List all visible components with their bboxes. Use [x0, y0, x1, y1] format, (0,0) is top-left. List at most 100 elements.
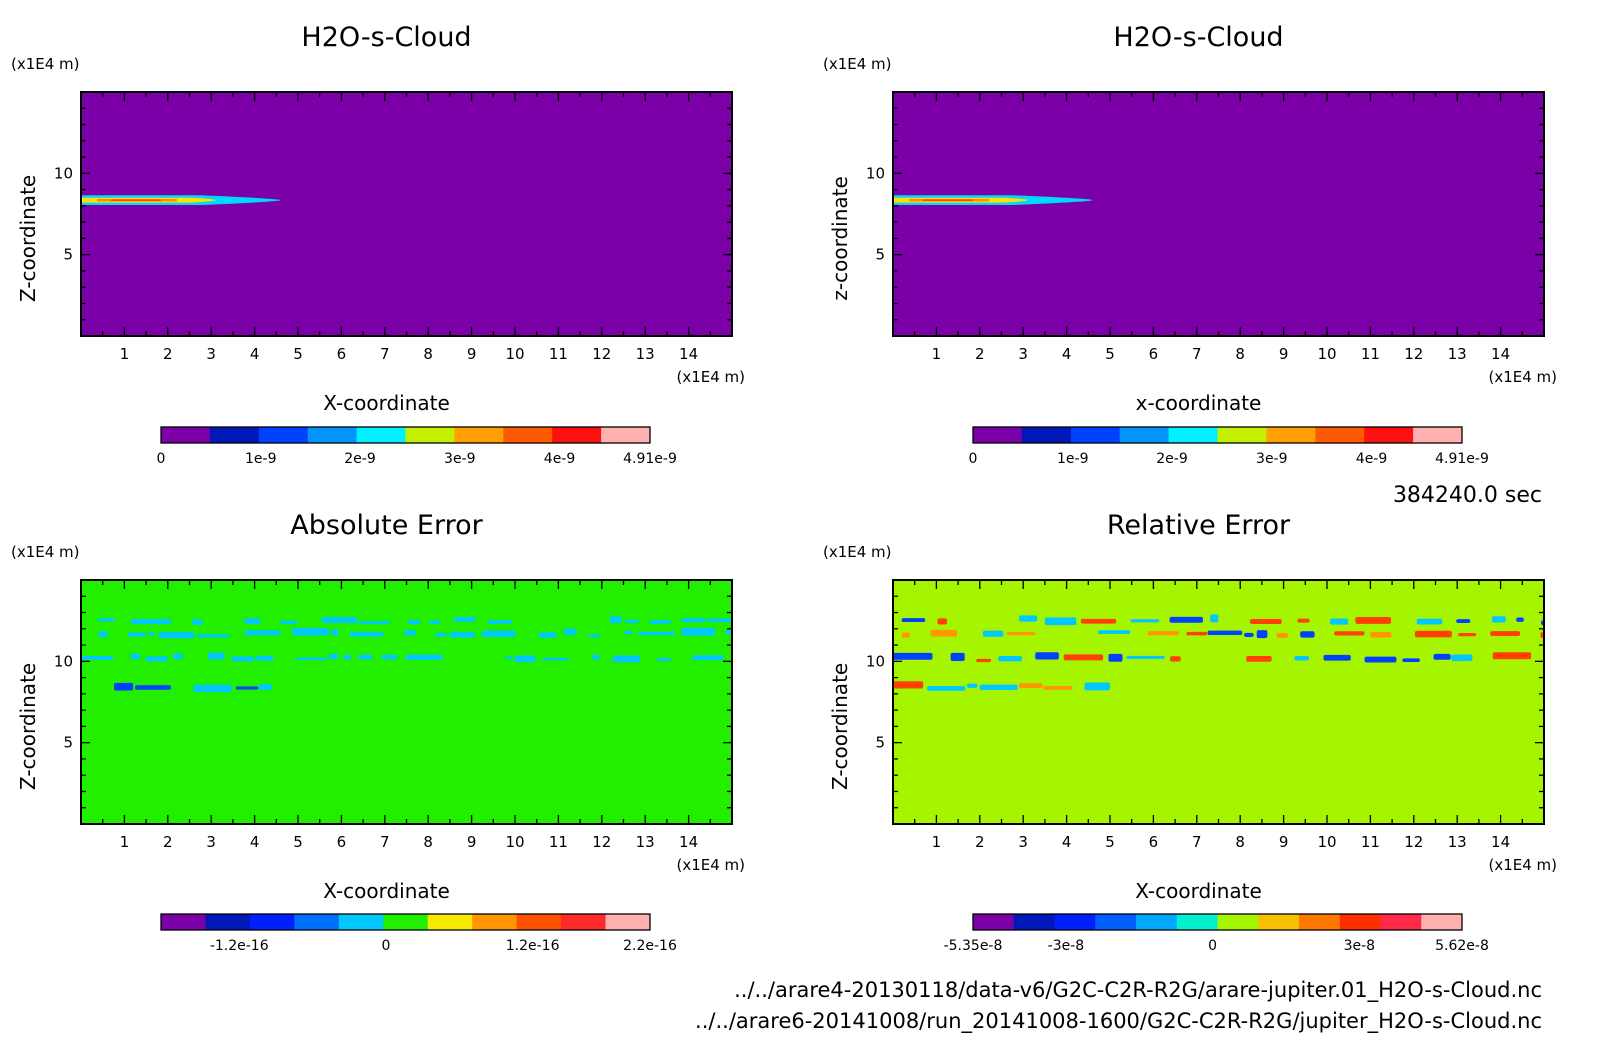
- x-tick-label: 3: [206, 833, 216, 851]
- colorbar-swatch: [1299, 914, 1341, 930]
- x-axis-label: X-coordinate: [323, 391, 450, 415]
- error-speckle: [514, 655, 536, 663]
- colorbar-swatch: [307, 427, 358, 443]
- error-speckle: [135, 685, 171, 690]
- colorbar-swatch: [472, 914, 518, 930]
- y-tick-label: 5: [875, 734, 885, 752]
- colorbar-swatch: [383, 914, 429, 930]
- error-speckle: [1169, 616, 1203, 623]
- colorbar-label: 3e-9: [1256, 451, 1287, 467]
- x-tick-label: 11: [549, 833, 568, 851]
- error-speckle: [1492, 652, 1532, 660]
- x-tick-label: 3: [206, 345, 216, 363]
- error-speckle: [98, 631, 108, 638]
- error-speckle: [1207, 630, 1243, 636]
- error-speckle: [901, 632, 910, 638]
- error-speckle: [349, 632, 384, 637]
- error-speckle: [623, 630, 633, 635]
- error-speckle: [1490, 631, 1521, 636]
- x-tick-label: 8: [423, 833, 433, 851]
- error-speckle: [1297, 618, 1310, 623]
- colorbar-swatch: [973, 914, 1015, 930]
- error-speckle: [1364, 656, 1397, 663]
- error-speckle: [193, 684, 232, 693]
- error-speckle: [1246, 656, 1272, 662]
- y-axis-unit: (x1E4 m): [11, 543, 80, 561]
- colorbar-swatch: [1266, 427, 1316, 443]
- panel-title: H2O-s-Cloud: [301, 22, 471, 53]
- x-tick-label: 8: [1235, 345, 1245, 363]
- x-tick-label: 8: [423, 345, 433, 363]
- colorbar-swatch: [1258, 914, 1300, 930]
- x-tick-label: 10: [505, 833, 524, 851]
- y-axis-unit: (x1E4 m): [823, 543, 892, 561]
- error-speckle: [982, 630, 1004, 637]
- error-speckle: [649, 620, 671, 624]
- error-speckle: [435, 633, 448, 637]
- error-speckle: [692, 655, 724, 661]
- colorbar-swatch: [1380, 914, 1422, 930]
- x-tick-label: 1: [120, 345, 130, 363]
- error-speckle: [358, 654, 373, 660]
- error-speckle: [681, 627, 715, 636]
- x-tick-label: 6: [1149, 833, 1159, 851]
- x-tick-label: 3: [1018, 345, 1028, 363]
- error-speckle: [542, 657, 569, 661]
- colorbar-label: -1.2e-16: [210, 938, 269, 954]
- colorbar-swatch: [1176, 914, 1218, 930]
- colorbar-swatch: [1421, 914, 1463, 930]
- error-speckle: [130, 618, 171, 625]
- x-tick-label: 10: [1317, 833, 1336, 851]
- x-tick-label: 11: [1361, 833, 1380, 851]
- x-tick-label: 1: [932, 345, 942, 363]
- panel-4: Relative Error(x1E4 m)(x1E4 m)1 2 3 4 5 6 7 8 9 1…: [823, 510, 1557, 954]
- colorbar-swatch: [1217, 427, 1267, 443]
- error-speckle: [950, 652, 965, 662]
- error-speckle: [1300, 631, 1315, 638]
- x-tick-label: 7: [380, 345, 390, 363]
- x-tick-label: 7: [1192, 345, 1202, 363]
- colorbar-swatch: [1070, 427, 1121, 443]
- error-speckle: [1006, 631, 1036, 636]
- error-speckle: [331, 629, 339, 636]
- x-axis-label: x-coordinate: [1136, 391, 1262, 415]
- error-speckle: [280, 620, 298, 625]
- x-tick-label: 14: [679, 345, 698, 363]
- x-tick-label: 13: [1448, 345, 1467, 363]
- x-tick-label: 8: [1235, 833, 1245, 851]
- x-tick-label: 2: [163, 345, 173, 363]
- colorbar-label: 1e-9: [1057, 451, 1088, 467]
- error-speckle: [1210, 614, 1219, 623]
- x-tick-label: 2: [975, 833, 985, 851]
- error-speckle: [588, 634, 600, 638]
- error-speckle: [1334, 631, 1365, 636]
- colorbar-swatch: [1054, 914, 1096, 930]
- error-speckle: [1414, 630, 1452, 638]
- field-features: [81, 195, 281, 206]
- x-tick-label: 10: [1317, 345, 1336, 363]
- error-speckle: [172, 653, 183, 660]
- error-speckle: [358, 621, 391, 625]
- error-speckle: [244, 630, 281, 636]
- colorbar-swatch: [1413, 427, 1463, 443]
- error-speckle: [328, 653, 339, 660]
- error-speckle: [192, 619, 203, 625]
- x-tick-label: 5: [1105, 833, 1115, 851]
- x-axis-label: X-coordinate: [1135, 879, 1262, 903]
- x-axis-unit: (x1E4 m): [676, 856, 745, 874]
- error-speckle: [1019, 615, 1038, 622]
- x-tick-label: 1: [932, 833, 942, 851]
- field-features: [893, 614, 1544, 691]
- error-speckle: [487, 620, 513, 624]
- colorbar-label: 0: [1208, 938, 1217, 954]
- x-tick-label: 4: [250, 345, 260, 363]
- error-speckle: [1402, 658, 1420, 662]
- colorbar-swatch: [1339, 914, 1381, 930]
- x-tick-label: 14: [1491, 345, 1510, 363]
- error-speckle: [1250, 619, 1282, 624]
- error-speckle: [591, 654, 601, 660]
- error-speckle: [637, 631, 676, 636]
- colorbar-label: 0: [157, 451, 166, 467]
- colorbar-swatch: [338, 914, 384, 930]
- field-features: [81, 616, 732, 693]
